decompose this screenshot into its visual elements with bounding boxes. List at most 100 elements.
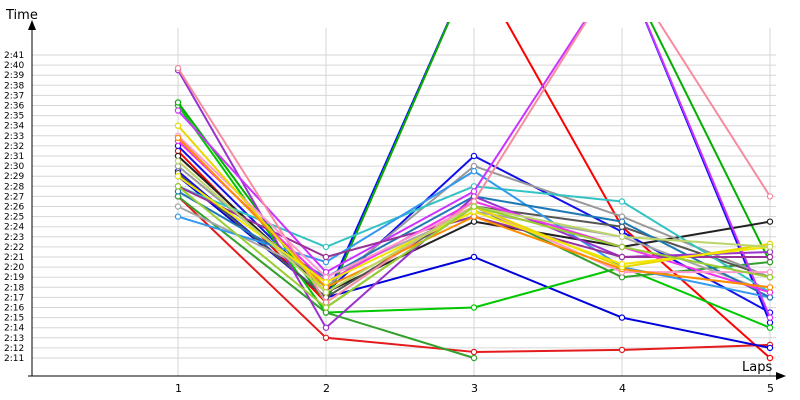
data-point [766, 319, 774, 326]
y-tick-label: 2:27 [4, 192, 24, 202]
series-segment [473, 185, 623, 203]
y-tick-label: 2:26 [4, 203, 24, 213]
series-segment [621, 266, 771, 329]
y-tick-label: 2:18 [4, 283, 24, 293]
data-point [470, 253, 478, 261]
y-tick-label: 2:37 [4, 91, 24, 101]
data-point [470, 203, 478, 210]
data-point [470, 188, 478, 195]
y-tick-label: 2:30 [4, 162, 24, 172]
y-tick-label: 2:33 [4, 132, 24, 142]
x-tick-label: 4 [619, 382, 626, 395]
series-line [174, 193, 478, 362]
series-segment [657, 22, 771, 197]
data-point [174, 107, 182, 114]
series-segment [473, 165, 623, 218]
data-point [322, 309, 330, 316]
data-point [766, 253, 774, 261]
data-point [174, 193, 182, 200]
series-segment [325, 215, 475, 289]
series-segment [325, 205, 475, 309]
y-tick-label: 2:17 [4, 293, 24, 303]
data-point [470, 167, 478, 175]
x-tick-label: 2 [323, 382, 330, 395]
series-segment [473, 210, 623, 266]
series-segment [621, 225, 771, 359]
data-point [618, 243, 626, 251]
y-tick-label: 2:21 [4, 253, 24, 263]
series-segment [473, 205, 623, 248]
data-point [322, 274, 330, 281]
y-tick-label: 2:32 [4, 142, 24, 152]
axes: Time Laps [5, 8, 786, 380]
data-point [766, 294, 774, 301]
data-point [766, 354, 774, 362]
data-point [618, 346, 626, 354]
data-point [174, 99, 182, 106]
data-point [174, 152, 182, 160]
series-segment [177, 185, 327, 258]
series-segment [621, 343, 771, 351]
series-segment [177, 195, 327, 314]
data-point [766, 284, 774, 291]
series-segment [473, 348, 623, 353]
data-point [618, 260, 626, 268]
data-point [470, 162, 478, 170]
y-tick-label: 2:15 [4, 314, 24, 324]
series-segment [621, 220, 771, 248]
series-segment [177, 185, 327, 248]
data-point [174, 147, 182, 155]
series-segment [325, 22, 450, 298]
series-line [174, 134, 774, 291]
data-point [470, 208, 478, 215]
y-tick-label: 2:35 [4, 112, 24, 122]
data-point [174, 134, 182, 142]
data-point [618, 223, 626, 230]
series-segment [621, 235, 771, 294]
data-point [322, 299, 330, 306]
data-point [766, 314, 774, 321]
data-point [766, 248, 774, 256]
data-point [766, 324, 774, 331]
data-point [470, 354, 478, 362]
y-tick-label: 2:41 [4, 51, 24, 61]
data-point [766, 258, 774, 266]
data-point [470, 198, 478, 205]
series-segment [177, 175, 327, 284]
data-point [766, 268, 774, 276]
series-segment [473, 266, 623, 309]
y-axis-arrow-icon [28, 20, 36, 30]
series-segment [325, 190, 475, 274]
y-tick-label: 2:40 [4, 61, 24, 71]
y-ticks: 2:112:122:132:142:152:162:172:182:192:20… [4, 51, 24, 364]
y-tick-label: 2:39 [4, 71, 24, 81]
data-point [322, 304, 330, 311]
series-segment [177, 69, 327, 329]
data-point [174, 188, 182, 195]
y-tick-label: 2:34 [4, 122, 24, 132]
y-tick-label: 2:31 [4, 152, 24, 162]
data-point [322, 324, 330, 331]
series-group [174, 22, 774, 362]
x-tick-label: 3 [471, 382, 478, 395]
x-axis-arrow-icon [776, 372, 786, 380]
data-point [618, 218, 626, 225]
y-tick-label: 2:36 [4, 102, 24, 112]
data-point [174, 157, 182, 165]
series-segment [177, 135, 327, 278]
data-point [618, 198, 626, 205]
data-point [470, 348, 478, 356]
data-point [174, 64, 182, 72]
data-point [470, 218, 478, 225]
series-segment [621, 316, 771, 349]
series-segment [621, 235, 771, 248]
series-segment [621, 268, 771, 289]
data-point [322, 279, 330, 286]
data-point [618, 233, 626, 240]
series-segment [473, 22, 588, 202]
y-tick-label: 2:12 [4, 344, 24, 354]
data-point [322, 268, 330, 276]
series-segment [645, 22, 771, 318]
data-point [618, 228, 626, 235]
series-segment [473, 22, 586, 192]
